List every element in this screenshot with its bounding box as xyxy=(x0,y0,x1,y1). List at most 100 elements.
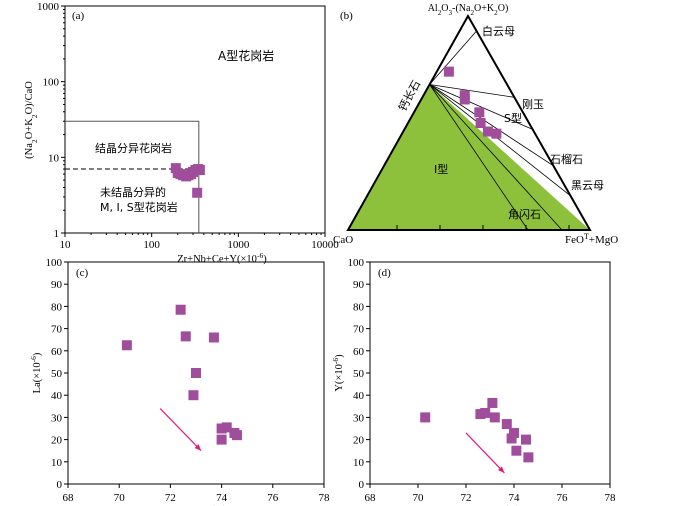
data-point-a xyxy=(192,187,203,198)
x-axis-title-a: Zr+Nb+Ce+Y(×10-6) xyxy=(177,251,267,266)
panel-d-y-vs-sio2: 68 70 72 74 76 78 0 10 20 30 40 50 60 70 80 90 100 (d) Y(×… xyxy=(331,257,617,506)
tie-line xyxy=(429,84,571,197)
y-tick-label-c: 40 xyxy=(51,390,63,402)
y-tick-label-d: 40 xyxy=(353,390,365,402)
y-tick-label-c: 30 xyxy=(51,412,63,424)
panel-label-d: (d) xyxy=(378,267,391,279)
x-tick-label-c: 74 xyxy=(216,492,228,504)
y-tick-label-a: 1 xyxy=(54,228,60,240)
y-tick-label-d: 50 xyxy=(353,368,365,380)
trend-arrow-line-d xyxy=(465,432,505,474)
y-axis-title-a: (Na2O+K2O)/CaO xyxy=(24,81,39,159)
data-point-a xyxy=(194,165,205,176)
apex-al2o3-label-part: O+K xyxy=(474,3,495,14)
x-axis-title-a-part: -6 xyxy=(257,251,264,260)
y-tick-label-d: 30 xyxy=(353,412,365,424)
apex-al2o3-label-part: 3 xyxy=(449,9,453,17)
x-tick-label-c: 68 xyxy=(63,492,75,504)
data-point-c xyxy=(216,423,227,434)
y-tick-label-d: 80 xyxy=(353,301,365,313)
data-point-c xyxy=(191,368,201,378)
apex-al2o3-label-part: 2 xyxy=(438,9,442,17)
corundum-label: 刚玉 xyxy=(522,98,544,111)
y-axis-title-d: Y(×10-6) xyxy=(331,354,346,392)
data-point-c xyxy=(216,434,227,445)
y-tick-label-c: 10 xyxy=(51,457,63,469)
y-axis-title-a-part: O)/CaO xyxy=(24,81,35,115)
y-axis-title-d-part: -6 xyxy=(331,358,340,365)
plot-d-frame xyxy=(369,261,611,485)
data-point-d xyxy=(480,407,491,418)
y-tick-label-c: 60 xyxy=(51,346,63,358)
x-tick-label-a: 10 xyxy=(60,239,72,251)
y-tick-label-d: 0 xyxy=(359,479,365,491)
apex-feo-mgo-label-part: +MgO xyxy=(589,234,618,246)
y-axis-title-a-part: O+K xyxy=(24,118,35,140)
data-point-b xyxy=(459,94,470,105)
biotite-label: 黑云母 xyxy=(571,179,604,192)
muscovite-label: 白云母 xyxy=(482,24,515,38)
data-point-d xyxy=(521,434,531,445)
x-tick-label-c: 70 xyxy=(114,492,126,504)
panel-label-c: (c) xyxy=(76,267,89,279)
x-axis-title-a-part: Zr+Nb+Ce+Y(×10 xyxy=(177,254,257,265)
data-point-c xyxy=(175,304,186,315)
trend-arrow-head-d xyxy=(497,466,505,473)
x-tick-label-d: 70 xyxy=(413,492,425,504)
apex-al2o3-label-part: O xyxy=(441,3,448,14)
y-axis-title-d-part: ) xyxy=(334,354,345,358)
y-tick-label-d: 20 xyxy=(353,435,365,447)
panel-c-la-vs-sio2: 68 70 72 74 76 78 0 10 20 30 40 50 60 70 80 90 100 (c) La(… xyxy=(29,257,331,506)
y-axis-title-a-part: 2 xyxy=(30,114,39,118)
apex-al2o3-label-part: Al xyxy=(428,3,438,14)
trend-arrow-head-c xyxy=(194,444,202,451)
panel-a-discrimination-plot: 10 100 1000 100001101001000(a)A型花岗岩结晶分异花岗岩未… xyxy=(24,1,339,265)
data-point-d xyxy=(501,419,512,430)
apex-cao-label: CaO xyxy=(333,234,353,246)
s-type-label: S型 xyxy=(504,111,522,125)
x-tick-label-c: 72 xyxy=(165,492,176,504)
y-tick-label-d: 100 xyxy=(348,257,365,269)
data-point-b xyxy=(443,66,454,77)
data-point-d xyxy=(487,397,498,408)
y-tick-label-c: 50 xyxy=(51,368,63,380)
y-axis-title-c-part: -6 xyxy=(29,356,38,363)
y-tick-label-a: 10 xyxy=(48,152,60,164)
y-tick-label-a: 100 xyxy=(43,77,60,89)
i-type-field xyxy=(348,84,590,230)
tie-line xyxy=(429,84,515,98)
fractionated-granite-label: 结晶分异花岗岩 xyxy=(95,141,172,155)
tie-line xyxy=(429,84,563,231)
apex-feo-mgo-label: FeOT+MgO xyxy=(565,232,618,247)
data-point-d xyxy=(506,433,517,444)
apex-al2o3-label-part: 2 xyxy=(494,9,498,17)
y-tick-label-c: 90 xyxy=(51,279,63,291)
x-tick-label-d: 74 xyxy=(509,492,521,504)
plot-a-frame xyxy=(64,5,326,234)
data-point-d xyxy=(420,412,431,423)
apex-feo-mgo-label-part: FeO xyxy=(565,234,584,246)
y-tick-label-c: 80 xyxy=(51,301,63,313)
y-axis-title-c-part: ) xyxy=(32,352,43,356)
data-point-d xyxy=(511,445,522,456)
ternary-triangle xyxy=(346,13,592,231)
y-axis-title-c: La(×10-6) xyxy=(29,352,44,393)
i-type-label: I型 xyxy=(434,162,448,176)
data-point-b xyxy=(475,118,486,128)
data-point-b xyxy=(482,126,493,137)
data-point-c xyxy=(221,422,232,433)
data-point-d xyxy=(509,427,519,438)
apex-al2o3-label: Al2O3-(Na2O+K2O) xyxy=(428,3,509,17)
apex-al2o3-label-part: 2 xyxy=(470,9,474,17)
x-tick-label-d: 68 xyxy=(365,492,377,504)
y-tick-label-d: 90 xyxy=(353,279,365,291)
apex-feo-mgo-label-part: T xyxy=(584,232,589,241)
tie-line xyxy=(429,84,529,231)
x-axis-title-a-part: ) xyxy=(263,254,267,265)
unfractionated-label-line2: M, I, S型花岗岩 xyxy=(100,200,178,214)
data-point-c xyxy=(180,331,191,342)
y-tick-label-c: 70 xyxy=(51,324,63,336)
data-point-c xyxy=(208,332,219,343)
